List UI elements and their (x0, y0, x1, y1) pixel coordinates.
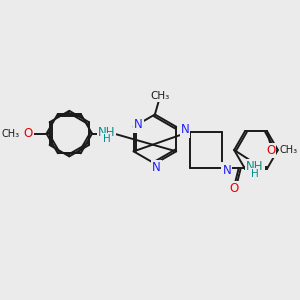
Text: CH₃: CH₃ (280, 145, 298, 155)
Text: H: H (251, 169, 259, 179)
Text: N: N (223, 164, 231, 176)
Text: CH₃: CH₃ (1, 129, 19, 139)
Text: H: H (103, 134, 110, 144)
Text: N: N (181, 124, 189, 136)
Text: NH: NH (246, 160, 264, 173)
Text: O: O (230, 182, 239, 195)
Text: N: N (152, 161, 161, 174)
Text: CH₃: CH₃ (151, 91, 170, 101)
Text: NH: NH (98, 126, 116, 139)
Text: O: O (24, 127, 33, 140)
Text: O: O (266, 144, 275, 157)
Text: N: N (134, 118, 142, 131)
